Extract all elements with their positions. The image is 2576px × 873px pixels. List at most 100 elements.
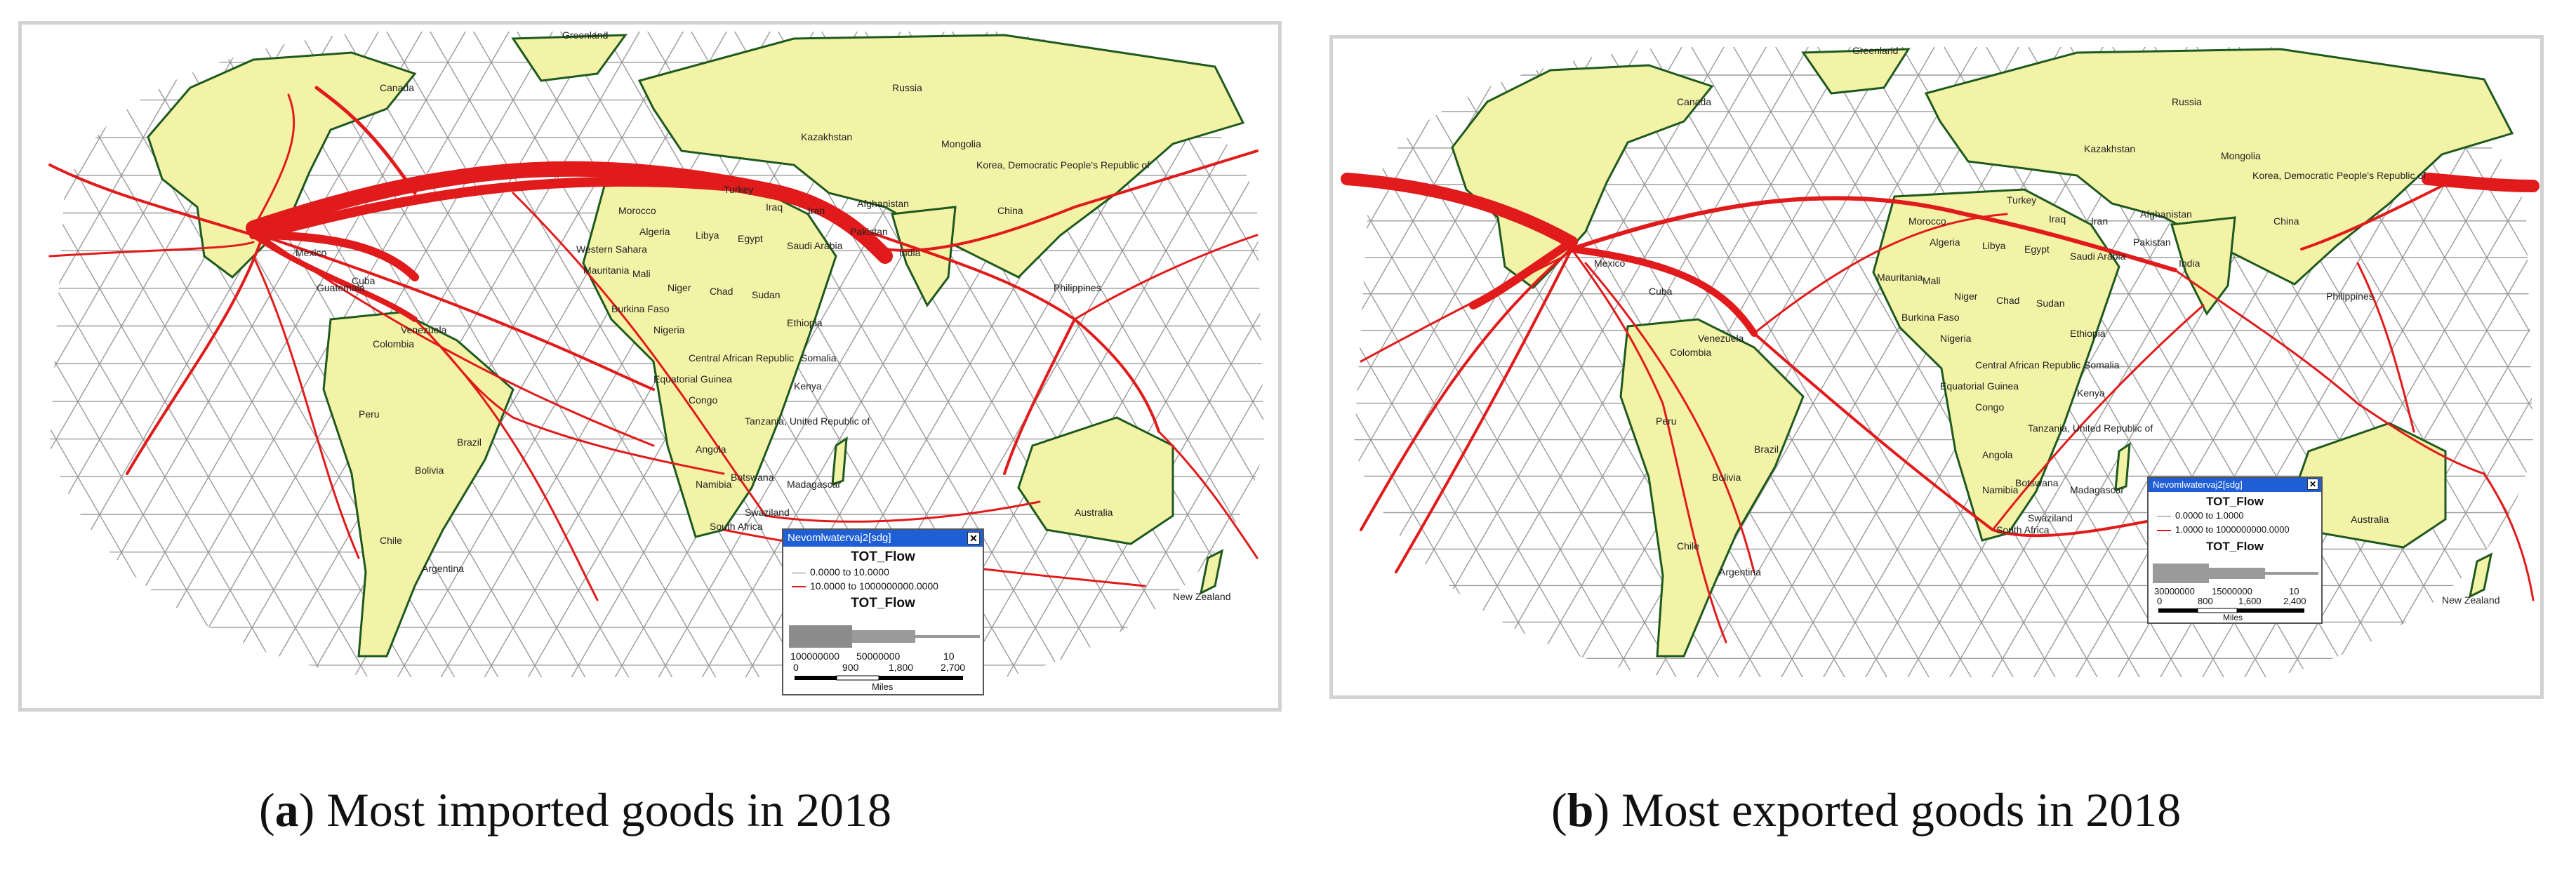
country-label: Burkina Faso <box>611 303 670 314</box>
country-label: Mali <box>1923 275 1941 286</box>
country-label: New Zealand <box>1173 591 1231 602</box>
country-label: Russia <box>2172 96 2202 107</box>
line-swatch-icon <box>2157 516 2171 517</box>
flow-route <box>2422 173 2540 192</box>
close-icon[interactable]: ✕ <box>2307 479 2318 490</box>
caption-exports: (b) Most exported goods in 2018 <box>1551 783 2182 837</box>
width-bar-mid <box>852 630 915 643</box>
country-label: Western Sahara <box>576 244 647 255</box>
flow-route <box>259 234 655 447</box>
country-label: Venezuela <box>1698 333 1744 344</box>
country-label: Turkey <box>2007 194 2036 206</box>
country-label: Saudi Arabia <box>2070 251 2126 262</box>
flow-route <box>2483 472 2535 601</box>
caption-letter: b <box>1567 783 1594 837</box>
country-label: Sudan <box>752 289 780 300</box>
country-label: Korea, Democratic People's Republic of <box>976 159 1150 171</box>
scale-tick: 0 <box>2157 596 2163 606</box>
country-label: Madagascar <box>787 479 841 490</box>
line-swatch-icon <box>792 586 806 588</box>
country-label: Egypt <box>738 233 763 244</box>
eurasia-landmass <box>637 34 1245 279</box>
width-label-min: 10 <box>2289 586 2299 597</box>
map-panel-exports: Greenland Canada Russia Kazakhstan Mongo… <box>1329 35 2544 699</box>
width-bar-min <box>2265 572 2318 575</box>
width-bar-min <box>915 635 980 638</box>
legend-width-field: TOT_Flow <box>2206 540 2264 553</box>
flow-route <box>1360 255 1566 363</box>
madagascar-landmass <box>831 436 848 486</box>
country-label: Peru <box>1656 415 1677 427</box>
flow-route <box>1568 246 1758 337</box>
country-label: Venezuela <box>401 324 447 335</box>
country-label: Australia <box>2351 514 2389 525</box>
new-zealand-landmass <box>2468 552 2493 599</box>
country-label: Iran <box>808 205 825 216</box>
caption-letter: a <box>274 783 299 837</box>
flow-route <box>1360 248 1573 531</box>
country-label: Turkey <box>724 184 753 195</box>
country-label: Somalia <box>2084 359 2120 371</box>
flow-route <box>252 93 296 229</box>
country-label: Pakistan <box>2133 236 2171 248</box>
flow-route <box>259 234 655 391</box>
flow-route <box>48 164 255 236</box>
country-label: Central African Republic <box>1975 359 2080 371</box>
country-label: Bolivia <box>415 465 444 476</box>
legend-title-bar[interactable]: Nevomlwatervaj2[sdg] ✕ <box>783 530 983 547</box>
scale-tick: 900 <box>842 662 859 673</box>
flow-route <box>251 232 418 322</box>
scale-unit: Miles <box>872 681 894 692</box>
country-label: Guatemala <box>317 282 365 293</box>
country-label: Namibia <box>696 479 732 490</box>
country-label: Swaziland <box>745 507 790 518</box>
legend-title-bar[interactable]: Nevomlwatervaj2[sdg] ✕ <box>2149 478 2321 492</box>
flow-route <box>1157 430 1259 559</box>
caption-imports: (a) Most imported goods in 2018 <box>259 783 891 837</box>
greenland-landmass <box>511 34 628 82</box>
legend-class-high: 10.0000 to 1000000000.0000 <box>783 579 983 593</box>
continents <box>1451 48 2514 658</box>
legend-field-name: TOT_Flow <box>2206 495 2264 508</box>
flow-route <box>2174 269 2485 475</box>
country-label: Swaziland <box>2028 512 2073 524</box>
country-labels: Greenland Canada Russia Kazakhstan Mongo… <box>1594 45 2500 606</box>
legend-window[interactable]: Nevomlwatervaj2[sdg] ✕ TOT_Flow 0.0000 t… <box>2147 477 2323 624</box>
country-label: Burkina Faso <box>1901 312 1960 323</box>
country-label: Mexico <box>296 247 327 258</box>
country-label: Kenya <box>2077 387 2105 399</box>
flow-route <box>1003 318 1076 475</box>
country-label: Botswana <box>731 472 774 483</box>
country-label: Iraq <box>2049 213 2066 225</box>
country-label: Greenland <box>562 29 608 41</box>
country-label: Chad <box>710 286 733 297</box>
country-label: Kazakhstan <box>801 131 852 142</box>
country-label: New Zealand <box>2442 594 2500 606</box>
country-label: South Africa <box>710 521 763 532</box>
scale-tick: 1,600 <box>2238 596 2262 606</box>
legend-window-title: Nevomlwatervaj2[sdg] <box>788 532 891 544</box>
width-bar-max <box>2153 564 2209 583</box>
country-label: China <box>997 205 1023 216</box>
country-label: Saudi Arabia <box>787 240 843 251</box>
country-label: Kazakhstan <box>2084 143 2135 154</box>
country-label: Chad <box>1996 295 2019 306</box>
country-label: Ethiopia <box>2070 328 2106 339</box>
country-label: Libya <box>696 229 719 241</box>
legend-window[interactable]: Nevomlwatervaj2[sdg] ✕ TOT_Flow 0.0000 t… <box>782 528 984 695</box>
country-label: Equatorial Guinea <box>653 373 732 385</box>
country-label: Afghanistan <box>2140 208 2192 220</box>
country-label: Niger <box>668 282 691 293</box>
south-america-landmass <box>1619 318 1805 658</box>
legend-window-title: Nevomlwatervaj2[sdg] <box>2153 479 2243 490</box>
close-icon[interactable]: ✕ <box>967 532 980 545</box>
country-label: Nigeria <box>653 324 685 335</box>
country-label: Argentina <box>1719 566 1761 578</box>
country-label: Greenland <box>1852 45 1898 56</box>
south-america-landmass <box>322 311 514 658</box>
country-label: Central African Republic <box>689 352 794 364</box>
flow-route <box>1570 248 1727 644</box>
country-label: Namibia <box>1982 484 2019 495</box>
country-label: Cuba <box>352 275 376 286</box>
country-label: Iraq <box>766 201 783 213</box>
